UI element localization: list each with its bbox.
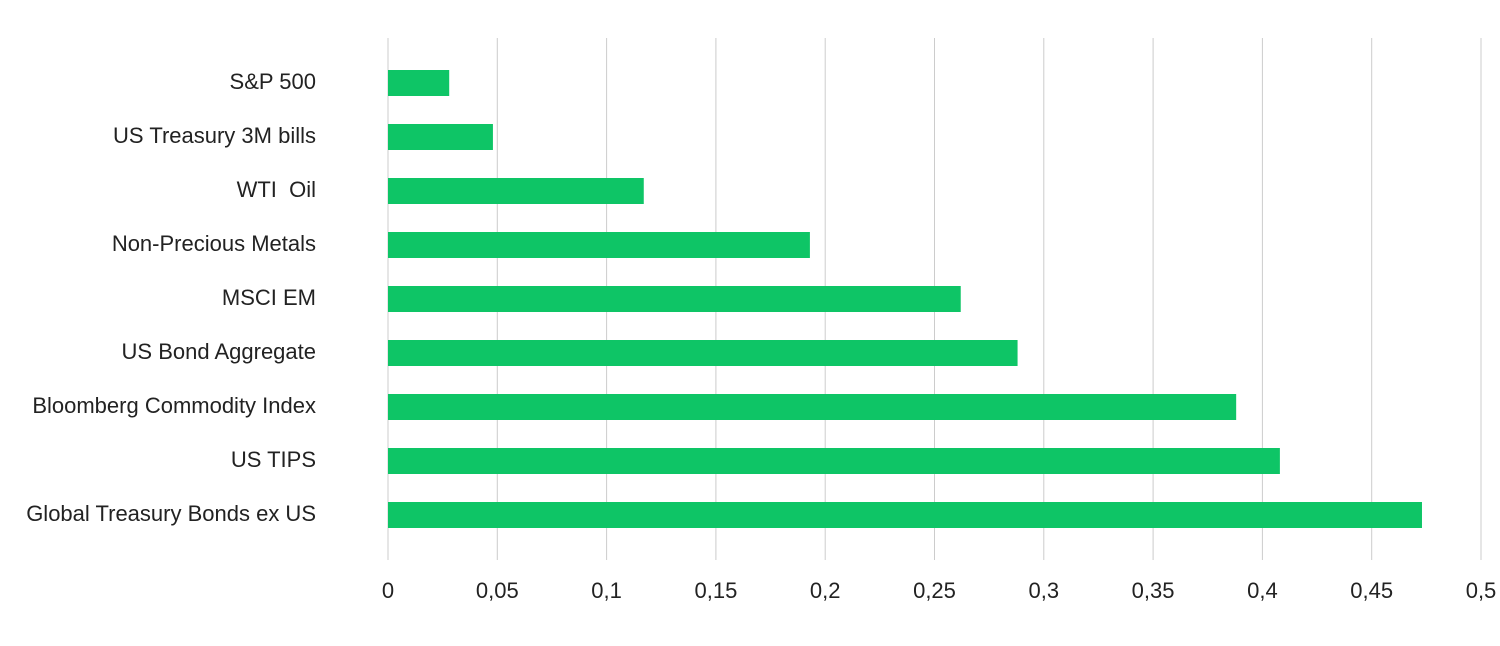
x-tick-label: 0,3 [1029, 578, 1060, 603]
y-tick-label: US Bond Aggregate [122, 339, 316, 364]
y-tick-label: Bloomberg Commodity Index [32, 393, 316, 418]
y-tick-label: Global Treasury Bonds ex US [26, 501, 316, 526]
bar [388, 340, 1018, 366]
x-tick-label: 0,45 [1350, 578, 1393, 603]
x-tick-label: 0,25 [913, 578, 956, 603]
x-tick-label: 0,1 [591, 578, 622, 603]
x-tick-label: 0,05 [476, 578, 519, 603]
bar [388, 394, 1237, 420]
x-tick-label: 0,35 [1132, 578, 1175, 603]
y-tick-label: S&P 500 [230, 69, 316, 94]
bar [388, 448, 1280, 474]
x-tick-label: 0,15 [694, 578, 737, 603]
y-tick-label: WTI Oil [237, 177, 316, 202]
y-tick-label: US TIPS [231, 447, 316, 472]
x-tick-label: 0,5 [1466, 578, 1497, 603]
bar [388, 286, 961, 312]
bar [388, 70, 450, 96]
y-tick-label: Non-Precious Metals [112, 231, 316, 256]
bar [388, 124, 493, 150]
x-tick-label: 0,4 [1247, 578, 1278, 603]
x-tick-label: 0,2 [810, 578, 841, 603]
y-tick-label: MSCI EM [222, 285, 316, 310]
bar [388, 232, 810, 258]
y-tick-label: US Treasury 3M bills [113, 123, 316, 148]
x-tick-label: 0 [382, 578, 394, 603]
bar [388, 178, 644, 204]
bar [388, 502, 1422, 528]
